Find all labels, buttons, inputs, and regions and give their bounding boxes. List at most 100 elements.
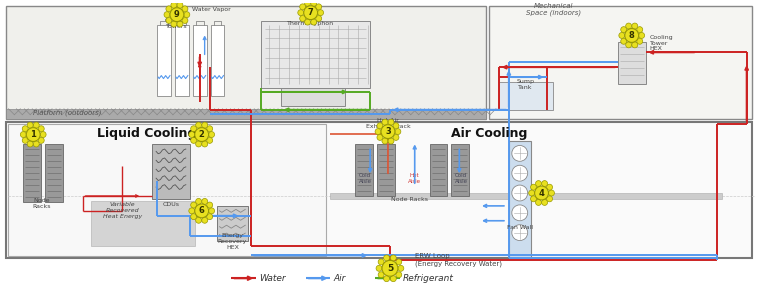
Text: Cooling
Towers: Cooling Towers (165, 18, 189, 28)
Text: Cold
Aisle: Cold Aisle (359, 173, 372, 184)
Circle shape (22, 137, 28, 143)
Circle shape (177, 2, 183, 8)
FancyBboxPatch shape (356, 145, 373, 196)
Text: Fan Wall: Fan Wall (507, 225, 533, 230)
Circle shape (621, 27, 627, 33)
Circle shape (207, 126, 213, 132)
Circle shape (626, 23, 631, 29)
Circle shape (209, 132, 214, 138)
Circle shape (300, 4, 306, 10)
Circle shape (395, 128, 401, 135)
Circle shape (170, 8, 184, 22)
Circle shape (190, 126, 197, 132)
Circle shape (528, 190, 535, 196)
Text: 5: 5 (387, 264, 393, 273)
Circle shape (195, 204, 209, 218)
Circle shape (632, 42, 637, 48)
Circle shape (202, 198, 207, 205)
Text: 3: 3 (385, 127, 391, 136)
Circle shape (190, 214, 197, 220)
Text: 2: 2 (199, 130, 204, 139)
Text: Air Cooling: Air Cooling (451, 127, 527, 139)
FancyBboxPatch shape (23, 145, 41, 202)
Circle shape (209, 208, 214, 214)
Circle shape (22, 126, 28, 132)
Circle shape (27, 141, 33, 147)
Circle shape (382, 260, 398, 276)
Circle shape (196, 141, 201, 147)
Circle shape (33, 141, 39, 147)
Circle shape (305, 19, 310, 25)
Circle shape (632, 23, 637, 29)
FancyBboxPatch shape (330, 193, 722, 199)
FancyBboxPatch shape (489, 6, 752, 119)
FancyBboxPatch shape (45, 145, 63, 202)
Circle shape (189, 208, 195, 214)
Circle shape (305, 0, 310, 6)
Circle shape (390, 276, 396, 282)
FancyBboxPatch shape (281, 88, 346, 106)
Text: Refrigerant: Refrigerant (403, 274, 454, 283)
Text: Cold
Aisle: Cold Aisle (455, 173, 468, 184)
Text: Variable
Recovered
Heat Energy: Variable Recovered Heat Energy (103, 202, 142, 219)
FancyBboxPatch shape (499, 82, 554, 110)
Circle shape (164, 12, 170, 18)
Circle shape (511, 185, 528, 201)
Circle shape (547, 196, 552, 202)
Circle shape (625, 28, 639, 42)
Text: Thermosyphon: Thermosyphon (287, 21, 334, 25)
Circle shape (637, 27, 643, 33)
Circle shape (26, 128, 40, 142)
Circle shape (396, 259, 402, 265)
Circle shape (316, 15, 322, 22)
Circle shape (531, 184, 537, 190)
Circle shape (535, 199, 541, 205)
Circle shape (38, 137, 45, 143)
Circle shape (383, 255, 389, 261)
Circle shape (381, 125, 395, 138)
FancyBboxPatch shape (152, 145, 190, 199)
FancyBboxPatch shape (210, 25, 224, 96)
FancyBboxPatch shape (377, 145, 395, 196)
Text: CDUs: CDUs (163, 202, 180, 207)
Text: Cooling
Tower
HEX: Cooling Tower HEX (650, 35, 674, 51)
Circle shape (303, 6, 318, 20)
Circle shape (375, 128, 381, 135)
FancyBboxPatch shape (8, 124, 326, 256)
Circle shape (511, 205, 528, 221)
Circle shape (202, 217, 207, 223)
Circle shape (182, 6, 188, 12)
Circle shape (207, 202, 213, 208)
Text: Energy
Recovery
HEX: Energy Recovery HEX (218, 233, 247, 249)
Circle shape (393, 123, 399, 129)
Circle shape (382, 119, 388, 125)
Circle shape (207, 214, 213, 220)
Text: Node Racks: Node Racks (391, 197, 429, 202)
Circle shape (189, 132, 195, 138)
Circle shape (626, 42, 631, 48)
Text: Air: Air (333, 274, 346, 283)
Circle shape (190, 137, 197, 143)
Circle shape (318, 10, 323, 16)
Text: 9: 9 (174, 10, 180, 19)
Circle shape (548, 190, 554, 196)
Circle shape (170, 21, 177, 27)
Circle shape (166, 18, 172, 23)
FancyBboxPatch shape (91, 201, 195, 245)
Text: ERW Loop
(Energy Recovery Water): ERW Loop (Energy Recovery Water) (415, 253, 502, 267)
Circle shape (166, 6, 172, 12)
Circle shape (38, 126, 45, 132)
FancyBboxPatch shape (6, 6, 486, 119)
FancyBboxPatch shape (429, 145, 448, 196)
FancyBboxPatch shape (193, 25, 207, 96)
Circle shape (388, 119, 394, 125)
Text: 8: 8 (629, 31, 634, 40)
Circle shape (390, 255, 396, 261)
Circle shape (396, 272, 402, 278)
Circle shape (541, 181, 548, 187)
FancyBboxPatch shape (509, 142, 531, 258)
Circle shape (535, 181, 541, 187)
Text: 1: 1 (30, 130, 36, 139)
Circle shape (377, 123, 383, 129)
Circle shape (27, 122, 33, 128)
